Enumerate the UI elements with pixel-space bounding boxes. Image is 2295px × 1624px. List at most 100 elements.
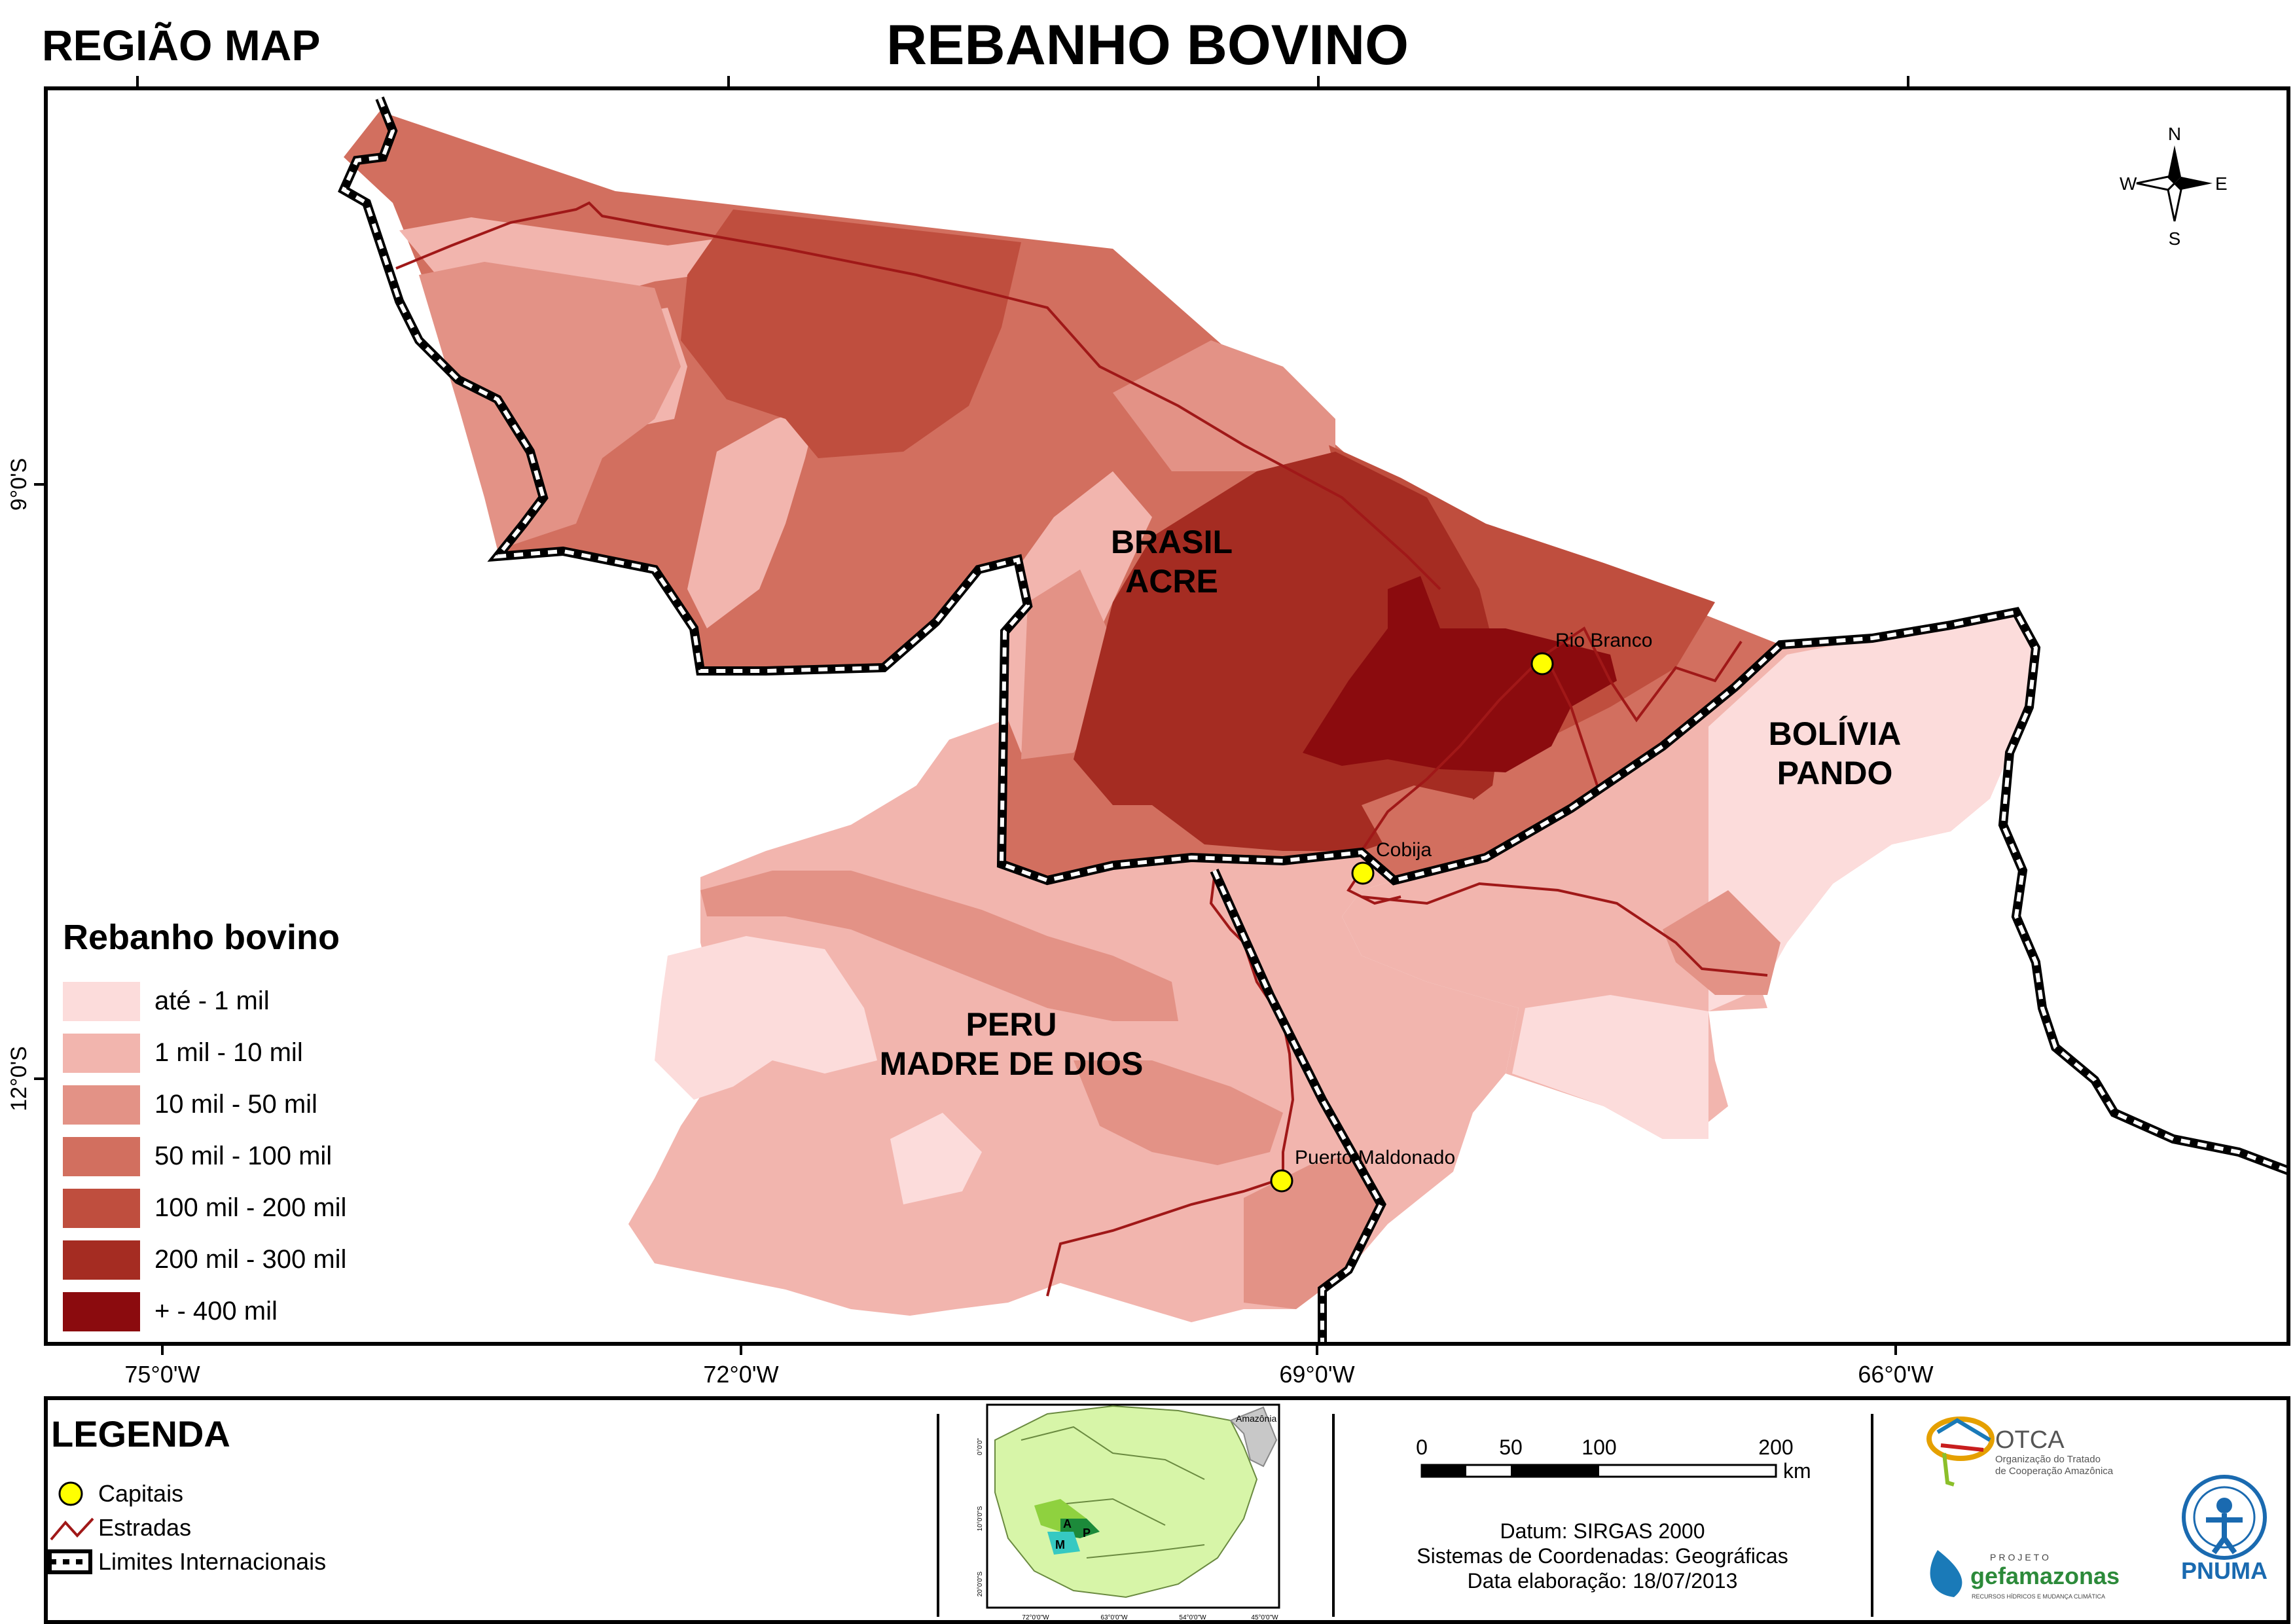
capital-legend-icon — [58, 1481, 83, 1506]
choropleth-legend: Rebanho bovino até - 1 mil 1 mil - 10 mil… — [52, 900, 380, 1339]
legend-class-label: 10 mil - 50 mil — [154, 1090, 317, 1119]
legend-swatch — [63, 982, 140, 1021]
label-peru: PERU — [966, 1006, 1057, 1043]
otca-logo: OTCA Organização do Tratado de Cooperaçã… — [1926, 1416, 2114, 1487]
top-ticks — [136, 76, 1909, 88]
gefamazonas-logo: PROJETO gefamazonas RECURSOS HÍDRICOS E … — [1930, 1550, 2120, 1600]
road-east — [1544, 626, 1743, 723]
inset-lat-1: 0°0'0" — [977, 1437, 984, 1455]
inset-lat-2: 10°0'0"S — [977, 1506, 984, 1531]
lon-label-66w: 66°0'W — [1858, 1361, 1933, 1388]
region-label: REGIÃO MAP — [42, 21, 320, 69]
legend-swatch — [63, 1085, 140, 1125]
legend-borders: Limites Internacionais — [98, 1548, 326, 1575]
pnuma-logo: PNUMA — [2181, 1475, 2268, 1584]
legend-swatch — [63, 1034, 140, 1073]
pando-patch-mid — [1663, 890, 1780, 995]
mdd-patch-mid-1 — [700, 871, 1178, 1021]
capital-markers — [1270, 652, 1554, 1193]
road-br317 — [1360, 653, 1546, 852]
legend-swatch — [63, 1292, 140, 1331]
left-ticks — [34, 483, 46, 1080]
inset-lon-2: 63°0'0"W — [1100, 1614, 1128, 1621]
roads — [395, 201, 1768, 1297]
acre-patch-dark-1 — [681, 209, 1021, 458]
road-branch-1 — [1544, 654, 1599, 786]
inset-lon-3: 54°0'0"W — [1179, 1614, 1206, 1621]
compass-e: E — [2215, 173, 2228, 194]
bottom-ticks — [161, 1344, 1897, 1355]
border-legend-icon — [48, 1549, 92, 1574]
acre-patch-mid-2 — [1113, 340, 1335, 471]
pando-patch-lightest — [1708, 612, 2036, 1011]
acre-patch-mid-4 — [1362, 785, 1479, 864]
city-label-puerto-maldonado: Puerto Maldonado — [1295, 1147, 1455, 1168]
lon-label-75w: 75°0'W — [124, 1361, 200, 1388]
city-label-cobija: Cobija — [1376, 839, 1432, 861]
legend-swatch — [63, 1240, 140, 1280]
inset-letter-a: A — [1063, 1517, 1072, 1530]
legend-class-label: 50 mil - 100 mil — [154, 1142, 332, 1170]
acre-patch-mid-1 — [419, 262, 681, 550]
road-legend-icon — [50, 1517, 94, 1541]
capital-rio-branco[interactable] — [1530, 652, 1554, 676]
mdd-patch-lightest — [655, 936, 877, 1100]
mdd-patch-mid-2 — [1074, 1060, 1283, 1165]
gef-sub: RECURSOS HÍDRICOS E MUDANÇA CLIMÁTICA — [1972, 1593, 2105, 1600]
compass-s: S — [2169, 228, 2181, 249]
legend-class-label: 200 mil - 300 mil — [154, 1245, 346, 1274]
compass-w: W — [2120, 173, 2137, 194]
inset-letter-p: P — [1083, 1526, 1091, 1540]
inset-label-amazonia: Amazônia — [1236, 1413, 1276, 1424]
label-brasil: BRASIL — [1111, 524, 1233, 560]
city-label-rio-branco: Rio Branco — [1555, 630, 1652, 651]
label-bolivia: BOLÍVIA — [1769, 715, 1902, 752]
gef-name: gefamazonas — [1970, 1562, 2120, 1589]
north-arrow-icon: N S E W — [2120, 124, 2228, 249]
legend-swatch — [63, 1137, 140, 1176]
lat-label-9s: 9°0'S — [7, 458, 31, 511]
capital-puerto-maldonado[interactable] — [1270, 1169, 1293, 1193]
legend-capitals: Capitais — [98, 1480, 183, 1507]
scale-tick-200: 200 — [1758, 1435, 1793, 1459]
legend-roads: Estradas — [98, 1514, 191, 1541]
inset-lat-3: 20°0'0"S — [977, 1571, 984, 1597]
capital-cobija[interactable] — [1351, 861, 1375, 885]
page-title: REBANHO BOVINO — [886, 14, 1409, 77]
map-frame — [44, 86, 2290, 1346]
road-br364 — [395, 201, 1441, 590]
inset-lon-4: 45°0'0"W — [1251, 1614, 1278, 1621]
inset-lon-1: 72°0'0"W — [1022, 1614, 1049, 1621]
otca-sub2: de Cooperação Amazônica — [1995, 1466, 2114, 1477]
meta-datum: Datum: SIRGAS 2000 — [1500, 1519, 1705, 1543]
mdd-patch-lightest-2 — [890, 1113, 982, 1204]
road-cobija-east — [1361, 882, 1768, 977]
acre-patch-darkest — [1303, 576, 1617, 772]
inset-map: Amazônia A P M 72°0'0"W 63°0'0"W 54°0'0"… — [977, 1403, 1280, 1621]
label-acre: ACRE — [1125, 563, 1218, 600]
acre-patch-light-3 — [687, 406, 818, 628]
gef-top: PROJETO — [1990, 1552, 2051, 1562]
legend-swatch — [63, 1189, 140, 1228]
map-frame-content: BRASIL ACRE BOLÍVIA PANDO PERU MADRE DE … — [338, 96, 2288, 1344]
lat-label-12s: 12°0'S — [7, 1046, 31, 1111]
legend-title: LEGENDA — [51, 1413, 230, 1454]
otca-sub1: Organização do Tratado — [1995, 1454, 2101, 1465]
compass-n: N — [2168, 124, 2181, 144]
pnuma-name: PNUMA — [2181, 1557, 2268, 1584]
label-pando: PANDO — [1777, 755, 1893, 791]
meta-date: Data elaboração: 18/07/2013 — [1468, 1569, 1738, 1593]
scale-tick-50: 50 — [1499, 1435, 1523, 1459]
choropleth-legend-title: Rebanho bovino — [63, 918, 340, 957]
otca-name: OTCA — [1995, 1426, 2065, 1454]
legend-class-label: + - 400 mil — [154, 1297, 278, 1326]
label-madre-de-dios: MADRE DE DIOS — [880, 1045, 1144, 1082]
lon-label-69w: 69°0'W — [1279, 1361, 1354, 1388]
inset-letter-m: M — [1055, 1538, 1065, 1551]
bottom-panel-frame — [44, 1396, 2290, 1624]
meta-crs: Sistemas de Coordenadas: Geográficas — [1417, 1544, 1788, 1568]
legend-class-label: até - 1 mil — [154, 986, 270, 1015]
pando-patch-lightest-2 — [1512, 995, 1708, 1139]
international-borders — [338, 96, 2288, 1344]
